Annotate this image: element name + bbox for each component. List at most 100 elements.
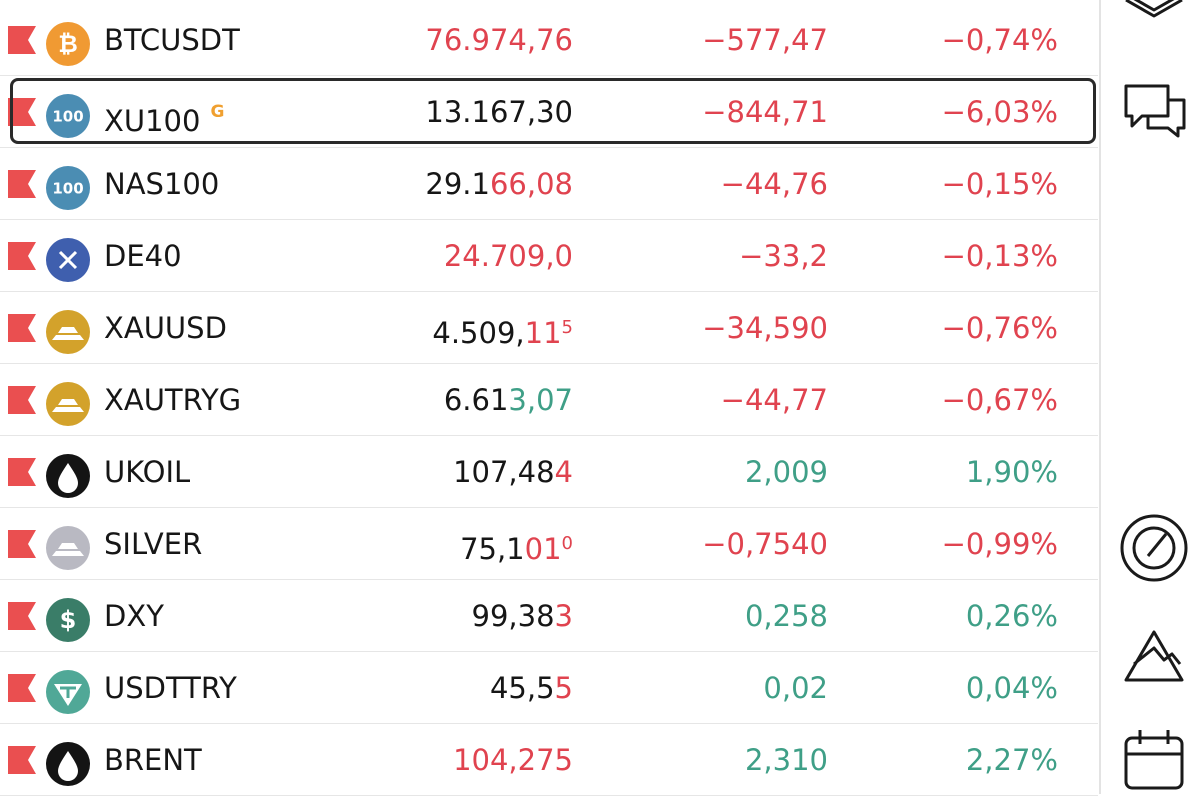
price-part: 104,275 (453, 743, 573, 777)
price: 75,1010 (460, 508, 573, 580)
symbol: XU100 G (104, 76, 224, 148)
price-part: 3,07 (508, 383, 573, 417)
symbol-name: SILVER (104, 527, 203, 561)
change-percent: −0,76% (941, 311, 1058, 345)
icon-glyph (52, 543, 84, 556)
symbol-name: DXY (104, 599, 164, 633)
row-icons (8, 526, 90, 570)
price: 107,484 (453, 436, 573, 508)
flag-marker (8, 386, 36, 414)
price-part: 66,08 (489, 167, 573, 201)
price-part: 4.509, (432, 316, 525, 350)
flag-marker (8, 602, 36, 630)
symbol-badge: G (210, 102, 225, 122)
gauge-icon[interactable] (1120, 514, 1188, 582)
sidebar (1099, 0, 1188, 794)
change: −577,47 (702, 23, 828, 57)
row-icons: 100 (8, 94, 90, 138)
icon-glyph (58, 463, 78, 493)
change-percent: −6,03% (941, 95, 1058, 129)
price: 45,55 (490, 652, 573, 724)
watchlist-row[interactable]: SILVER 75,1010 −0,7540 −0,99% (0, 508, 1098, 580)
symbol-name: USDTTRY (104, 671, 237, 705)
change: −34,590 (702, 311, 828, 345)
row-icons: ₿ (8, 22, 90, 66)
watchlist-row[interactable]: $ DXY 99,383 0,258 0,26% (0, 580, 1098, 652)
price-part: 45,5 (489, 671, 555, 705)
flag-marker (8, 242, 36, 270)
symbol-name: XU100 (104, 104, 201, 138)
row-icons (8, 310, 90, 354)
price: 13.167,30 (425, 76, 573, 148)
price: 76.974,76 (425, 4, 573, 76)
symbol: SILVER (104, 508, 202, 580)
icon-glyph (58, 250, 78, 270)
symbol-name: BTCUSDT (104, 23, 240, 57)
flag-marker (8, 530, 36, 558)
row-icons (8, 742, 90, 786)
watchlist-row[interactable]: XAUTRYG 6.613,07 −44,77 −0,67% (0, 364, 1098, 436)
flag-marker (8, 314, 36, 342)
watchlist-row[interactable]: UKOIL 107,484 2,009 1,90% (0, 436, 1098, 508)
price-part: 3 (554, 599, 573, 633)
flag-marker (8, 674, 36, 702)
selected-outline (10, 78, 1096, 144)
symbol-name: UKOIL (104, 455, 191, 489)
price-part: 29.1 (425, 167, 490, 201)
change-percent: −0,99% (941, 527, 1058, 561)
change: −844,71 (702, 95, 828, 129)
symbol-icon (46, 94, 90, 138)
change: 0,258 (744, 599, 828, 633)
symbol: BTCUSDT (104, 4, 240, 76)
watchlist-row[interactable]: 100 XU100 G 13.167,30 −844,71 −6,03% (0, 76, 1098, 148)
row-icons (8, 454, 90, 498)
row-icons (8, 670, 90, 714)
symbol: UKOIL (104, 436, 190, 508)
symbol: DE40 (104, 220, 182, 292)
change: 2,009 (744, 455, 828, 489)
change-percent: 1,90% (965, 455, 1058, 489)
price-part: 24.709,0 (443, 239, 573, 273)
flag-marker (8, 98, 36, 126)
icon-glyph (52, 399, 84, 412)
flag-marker (8, 26, 36, 54)
price-part: 5 (561, 317, 573, 338)
icon-label: ₿ (58, 30, 78, 58)
symbol-name: NAS100 (104, 167, 220, 201)
symbol-icon (46, 22, 90, 66)
flag-marker (8, 170, 36, 198)
watchlist-row[interactable]: ₿ BTCUSDT 76.974,76 −577,47 −0,74% (0, 4, 1098, 76)
symbol: XAUUSD (104, 292, 227, 364)
symbol-icon (46, 166, 90, 210)
symbol: USDTTRY (104, 652, 237, 724)
price: 6.613,07 (444, 364, 573, 436)
watchlist-row[interactable]: DE40 24.709,0 −33,2 −0,13% (0, 220, 1098, 292)
change: 0,02 (763, 671, 828, 705)
symbol-name: XAUTRYG (104, 383, 242, 417)
price: 24.709,0 (444, 220, 573, 292)
layers-icon[interactable] (1125, 0, 1183, 18)
watchlist-row[interactable]: 100 NAS100 29.166,08 −44,76 −0,15% (0, 148, 1098, 220)
calendar-icon[interactable] (1124, 730, 1184, 790)
price-part: 6.61 (443, 383, 509, 417)
price: 4.509,115 (432, 292, 573, 364)
watchlist-row[interactable]: USDTTRY 45,55 0,02 0,04% (0, 652, 1098, 724)
row-icons (8, 238, 90, 282)
price-part: 75,1 (460, 532, 525, 566)
icon-glyph (52, 327, 84, 340)
peaks-icon[interactable] (1124, 630, 1184, 682)
price-part: 99,38 (471, 599, 555, 633)
price-part: 5 (554, 671, 573, 705)
change: −44,76 (720, 167, 828, 201)
watchlist-row[interactable]: BRENT 104,275 2,310 2,27% (0, 724, 1098, 796)
icon-glyph (60, 686, 76, 698)
change-percent: −0,67% (941, 383, 1058, 417)
chat-icon[interactable] (1124, 84, 1186, 138)
symbol: DXY (104, 580, 164, 652)
watchlist-row[interactable]: XAUUSD 4.509,115 −34,590 −0,76% (0, 292, 1098, 364)
icon-glyph (58, 751, 78, 781)
symbol-name: DE40 (104, 239, 182, 273)
row-icons: $ (8, 598, 90, 642)
price-part: 13.167,30 (425, 95, 573, 129)
